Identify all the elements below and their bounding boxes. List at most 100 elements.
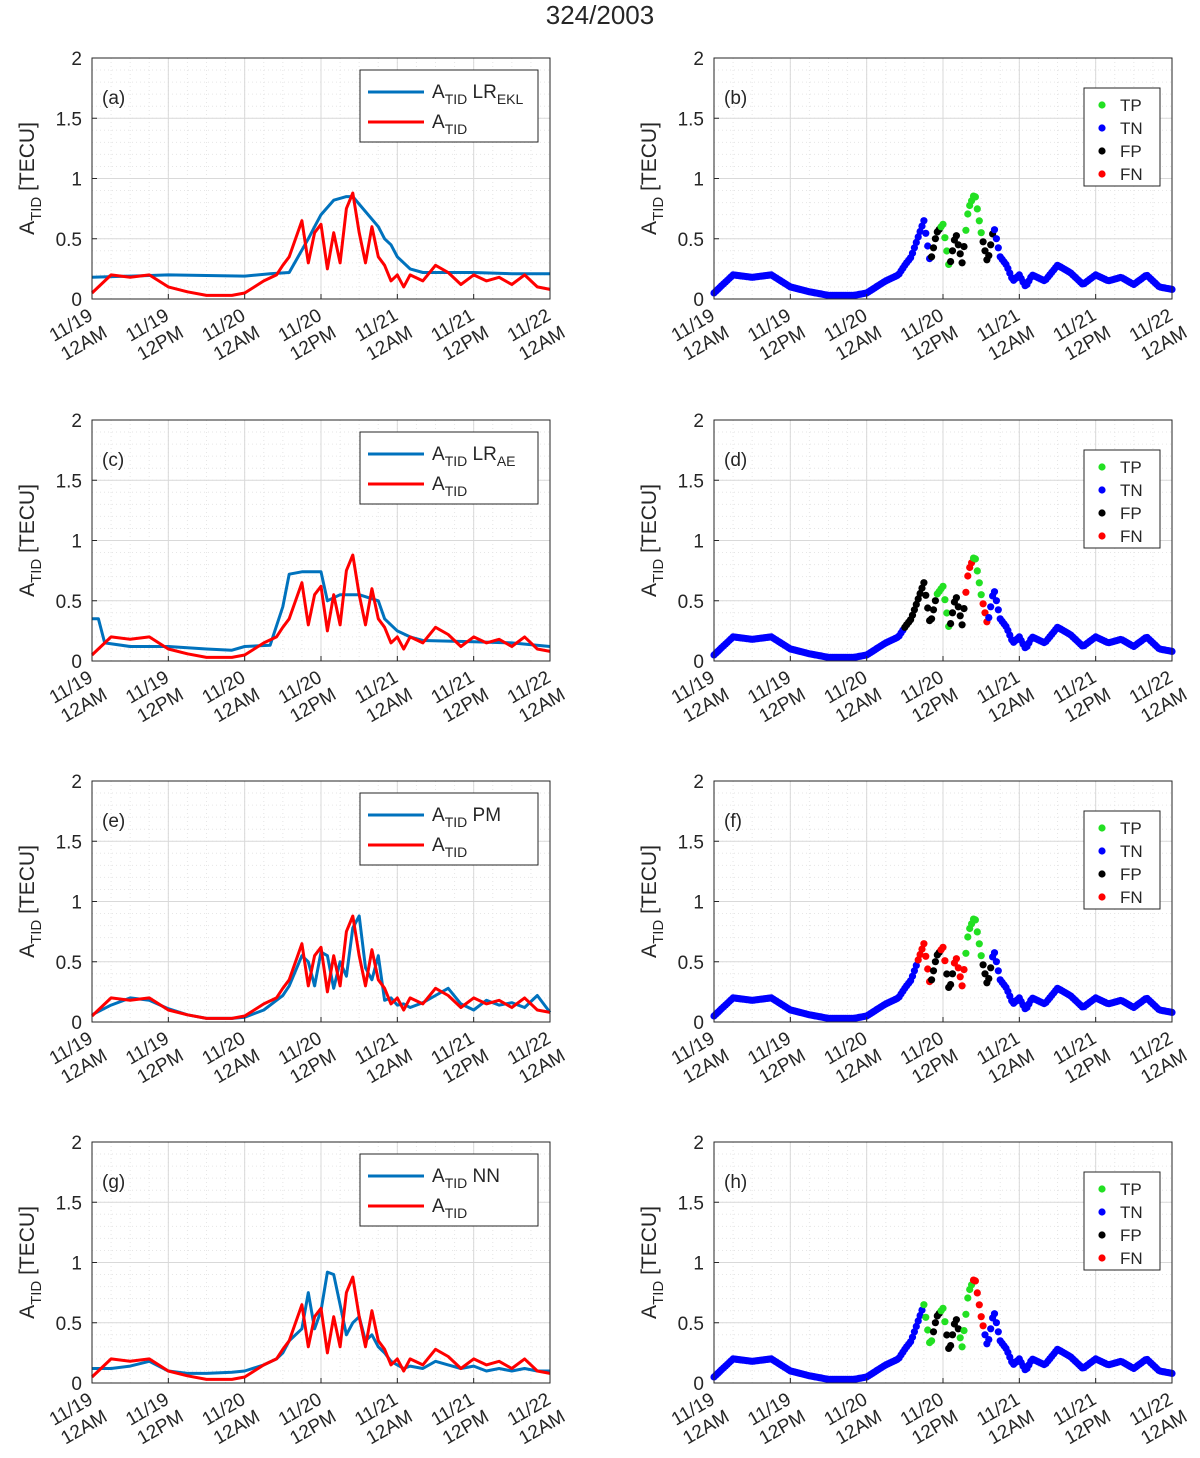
data-point xyxy=(924,965,932,973)
data-point xyxy=(929,606,938,614)
data-point xyxy=(994,1328,1002,1336)
data-point xyxy=(971,1277,980,1285)
data-point xyxy=(916,227,924,236)
y-axis-label: ATID [TECU] xyxy=(638,484,667,597)
data-point xyxy=(914,233,922,241)
data-point xyxy=(985,252,993,260)
legend-label: FN xyxy=(1120,1249,1143,1268)
data-point xyxy=(912,238,920,246)
legend-label: FN xyxy=(1120,527,1143,546)
y-tick-label: 1.5 xyxy=(56,109,82,130)
panel-label: (c) xyxy=(102,450,124,471)
data-point xyxy=(973,567,981,575)
data-point xyxy=(990,949,999,957)
data-point xyxy=(947,1342,955,1350)
legend-label: TN xyxy=(1120,1203,1143,1222)
data-point xyxy=(931,958,940,966)
panel-label: (a) xyxy=(102,88,125,109)
legend-box xyxy=(1083,87,1161,187)
y-tick-label: 1 xyxy=(693,532,704,553)
legend-marker xyxy=(1098,893,1106,901)
y-tick-label: 2 xyxy=(693,411,704,432)
data-point xyxy=(975,1301,983,1309)
y-tick-label: 2 xyxy=(693,49,704,70)
data-point xyxy=(929,244,938,252)
data-point xyxy=(962,1310,970,1318)
y-tick-label: 2 xyxy=(693,772,704,793)
data-point xyxy=(975,217,983,225)
data-point xyxy=(931,597,940,605)
legend-box xyxy=(359,792,539,866)
data-point xyxy=(939,1304,947,1312)
y-tick-label: 1 xyxy=(693,1254,704,1275)
legend-marker xyxy=(1098,532,1106,540)
data-point xyxy=(918,945,926,953)
data-point xyxy=(992,958,1001,966)
legend-label: TN xyxy=(1120,481,1143,500)
data-point xyxy=(941,957,949,965)
data-point xyxy=(979,238,987,246)
legend-marker xyxy=(1098,170,1106,178)
panel-label: (e) xyxy=(102,811,125,832)
data-point xyxy=(924,242,932,250)
data-point xyxy=(928,615,936,623)
legend-label: ATID LREKL xyxy=(432,82,524,107)
data-point xyxy=(990,1310,999,1318)
y-tick-label: 2 xyxy=(71,1133,82,1154)
legend-label: ATID xyxy=(432,1196,467,1221)
data-point xyxy=(973,205,981,213)
y-tick-label: 1.5 xyxy=(678,832,704,853)
data-point xyxy=(977,591,985,599)
y-tick-label: 1.5 xyxy=(678,109,704,130)
series-line xyxy=(92,570,551,652)
data-point xyxy=(994,244,1002,252)
data-point xyxy=(987,603,995,611)
data-point xyxy=(964,933,972,941)
legend-label: ATID xyxy=(432,835,467,860)
y-tick-label: 0.5 xyxy=(678,592,704,613)
data-point xyxy=(912,600,920,609)
data-point xyxy=(994,606,1002,614)
legend-marker xyxy=(1098,1185,1106,1193)
data-point xyxy=(943,1331,951,1339)
legend-label: ATID xyxy=(432,474,467,499)
legend-box xyxy=(359,69,539,143)
y-tick-label: 1 xyxy=(71,532,82,553)
y-tick-label: 0 xyxy=(693,1374,704,1395)
data-point xyxy=(922,1313,930,1321)
y-tick-label: 0.5 xyxy=(56,230,82,251)
legend-marker xyxy=(1098,847,1106,855)
legend-marker xyxy=(1098,1254,1106,1262)
data-point xyxy=(914,1317,922,1325)
data-point xyxy=(910,967,919,975)
data-point xyxy=(947,620,955,628)
y-tick-label: 1.5 xyxy=(56,1193,82,1214)
legend-marker xyxy=(1098,147,1106,155)
data-point xyxy=(990,226,999,234)
legend-box xyxy=(359,431,539,505)
data-point xyxy=(914,595,922,603)
